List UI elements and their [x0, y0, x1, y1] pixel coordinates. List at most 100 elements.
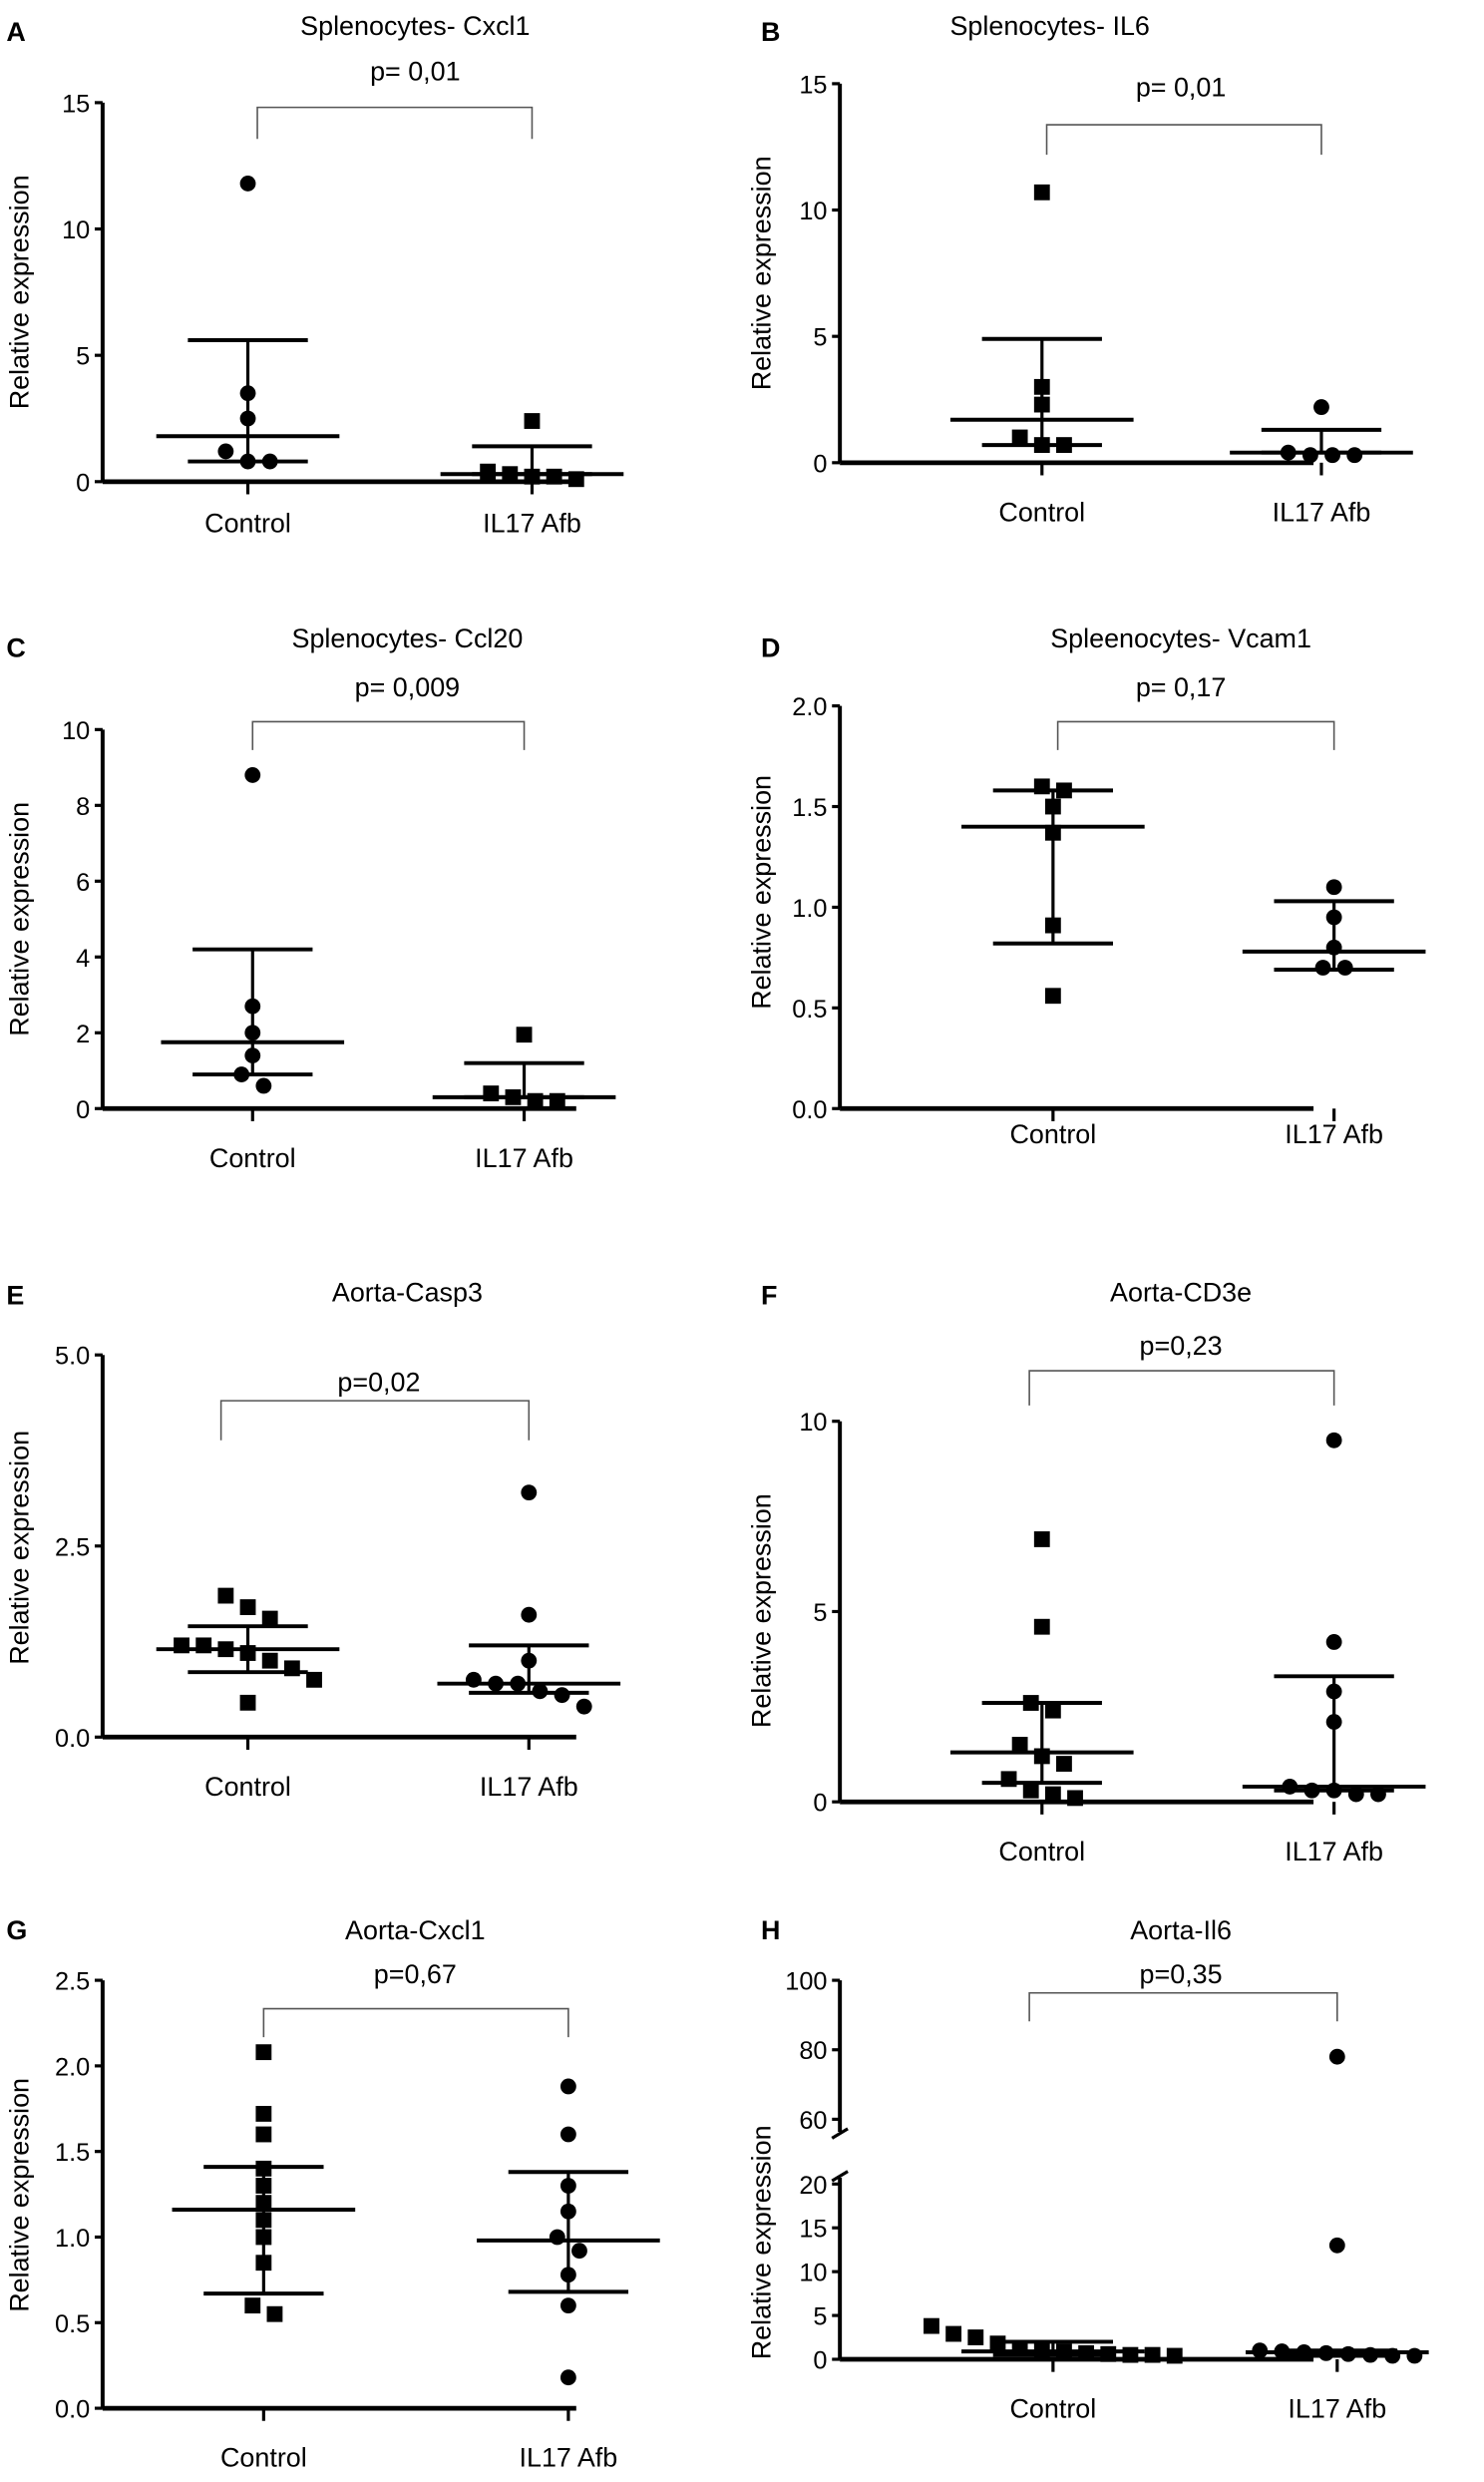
data-point	[306, 1671, 322, 1688]
data-point	[575, 1698, 592, 1715]
data-point	[255, 2195, 272, 2212]
panel-a: A Splenocytes- Cxcl1 p= 0,01 0 5 10 15 Relative…	[4, 11, 624, 538]
panel-c: C Splenocytes- Ccl20 p= 0,009 0 2 4 6 8 10 Relati…	[4, 623, 616, 1173]
data-point	[239, 453, 256, 470]
y-tick-label: 1.5	[792, 794, 827, 822]
data-point	[1252, 2342, 1269, 2359]
data-point	[1296, 2344, 1312, 2360]
data-point	[1280, 444, 1297, 461]
data-point	[1324, 447, 1340, 464]
series-il17-afb	[1242, 1432, 1426, 1803]
data-point	[1314, 960, 1331, 976]
data-point	[255, 2255, 272, 2272]
x-tick-label: Control	[998, 497, 1085, 527]
data-point	[239, 1645, 256, 1661]
y-tick-label: 10	[62, 216, 90, 244]
data-point	[217, 1641, 234, 1658]
y-tick-label: 0	[813, 2347, 827, 2375]
data-point	[244, 1047, 261, 1063]
data-point	[559, 2369, 576, 2386]
data-point	[532, 1683, 549, 1700]
y-tick-label: 10	[799, 198, 827, 225]
data-point	[527, 1092, 544, 1109]
data-point	[524, 468, 541, 485]
x-tick-label: IL17 Afb	[475, 1143, 573, 1173]
series-il17-afb	[477, 2078, 660, 2386]
y-tick-label: 100	[785, 1968, 827, 1996]
y-tick-label: 1.0	[792, 895, 827, 923]
y-tick-label: 5	[813, 2303, 827, 2331]
p-value-label: p=0,02	[337, 1368, 420, 1398]
data-point	[1033, 2342, 1050, 2359]
data-point	[510, 1675, 527, 1692]
data-point	[244, 767, 261, 783]
data-point	[505, 1088, 522, 1105]
data-point	[1325, 879, 1342, 896]
y-tick-label: 2	[76, 1021, 90, 1048]
p-value-label: p=0,23	[1140, 1331, 1223, 1361]
data-point	[502, 466, 519, 483]
data-point	[559, 2203, 576, 2220]
data-point	[1346, 447, 1363, 464]
y-tick-label: 60	[799, 2107, 827, 2135]
data-point	[239, 410, 256, 427]
data-point	[244, 2297, 261, 2314]
chart-title: Splenocytes- IL6	[949, 11, 1149, 41]
data-point	[1325, 1683, 1342, 1700]
y-tick-label: 0	[76, 469, 90, 497]
data-point	[1056, 1756, 1072, 1772]
data-point	[255, 2160, 272, 2177]
data-point	[239, 385, 256, 402]
data-point	[1033, 1531, 1050, 1547]
data-point	[255, 1077, 272, 1094]
x-tick-label: IL17 Afb	[480, 1772, 578, 1802]
series-il17-afb	[437, 1484, 621, 1715]
panel-letter: B	[761, 17, 780, 47]
panel-letter: A	[6, 17, 25, 47]
p-value-label: p= 0,17	[1136, 672, 1227, 702]
x-tick-label: Control	[1009, 2394, 1096, 2424]
y-tick-label: 0.0	[792, 1096, 827, 1124]
y-tick-label: 15	[799, 71, 827, 99]
data-point	[549, 1092, 565, 1109]
data-point	[924, 2317, 939, 2334]
data-point	[1033, 378, 1050, 395]
data-point	[989, 2335, 1006, 2352]
data-point	[483, 1085, 500, 1101]
p-value-label: p= 0,009	[355, 672, 460, 702]
data-point	[1033, 1748, 1050, 1765]
y-tick-label: 0.0	[55, 1725, 90, 1753]
chart-title: Aorta-Casp3	[332, 1277, 483, 1307]
data-point	[1370, 1786, 1386, 1803]
data-point	[1033, 437, 1050, 454]
data-point	[546, 468, 562, 485]
y-tick-label: 0.0	[55, 2396, 90, 2424]
x-tick-label: Control	[204, 1772, 291, 1802]
data-point	[1384, 2347, 1401, 2364]
y-tick-label: 2.5	[55, 1968, 90, 1996]
data-point	[1325, 1634, 1342, 1650]
data-point	[465, 1671, 482, 1688]
data-point	[521, 1606, 538, 1623]
data-point	[1339, 2345, 1356, 2362]
series-il17-afb	[432, 1027, 616, 1109]
y-tick-label: 10	[799, 2260, 827, 2287]
data-point	[1325, 1714, 1342, 1731]
data-point	[559, 2126, 576, 2143]
axis-break-mark	[831, 2127, 849, 2140]
series-control	[172, 2044, 356, 2322]
significance-bracket	[251, 720, 526, 750]
data-point	[1100, 2345, 1117, 2362]
data-point	[1122, 2346, 1139, 2363]
panel-letter: C	[6, 633, 25, 663]
x-tick-label: Control	[998, 1837, 1085, 1866]
panel-f: F Aorta-CD3e p=0,23 0 5 10 Relative expression…	[747, 1277, 1426, 1866]
y-axis-label: Relative expression	[747, 1493, 777, 1728]
series-il17-afb	[1242, 879, 1426, 976]
data-point	[1022, 1782, 1039, 1799]
data-point	[1336, 960, 1353, 976]
x-tick-label: Control	[209, 1143, 296, 1173]
y-tick-label: 5	[813, 324, 827, 352]
y-tick-label: 4	[76, 945, 90, 973]
